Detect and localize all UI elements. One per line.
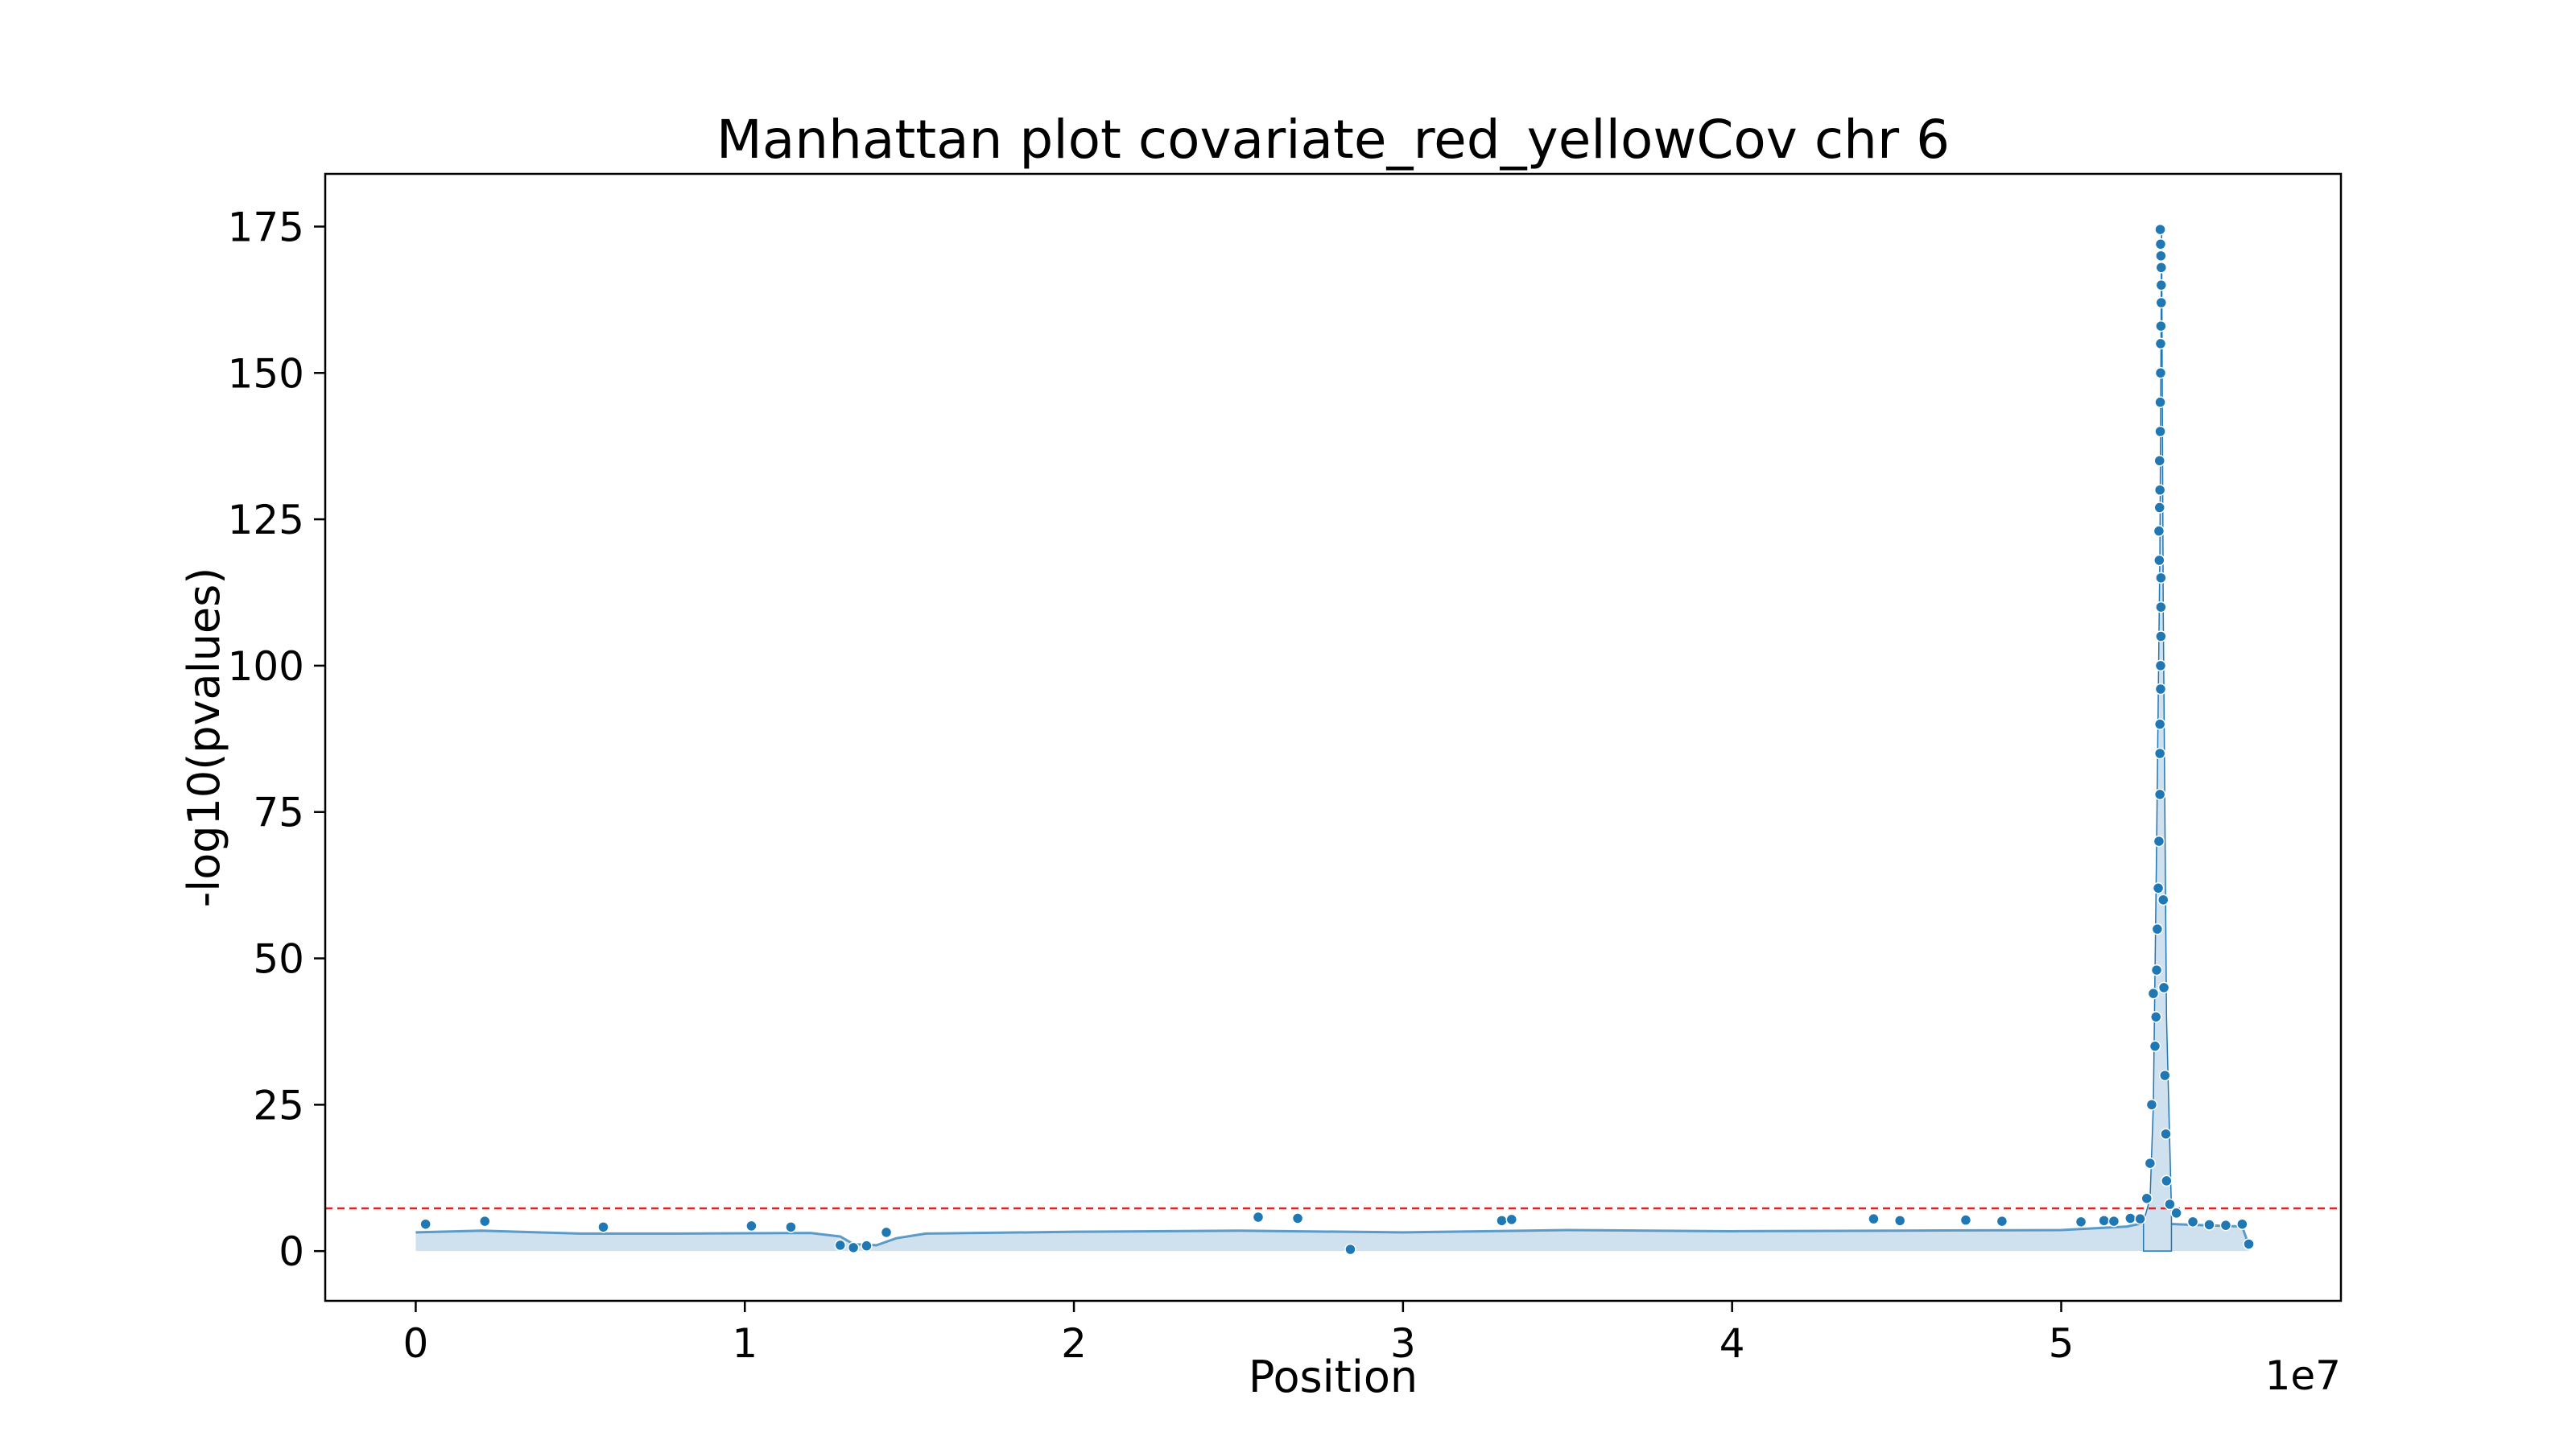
data-point: [1344, 1243, 1356, 1256]
y-tick-label: 0: [279, 1228, 304, 1275]
data-point: [2153, 718, 2166, 730]
x-tick-label: 2: [1061, 1320, 1087, 1367]
data-point: [2098, 1215, 2110, 1227]
data-point: [2219, 1219, 2232, 1232]
data-point: [2154, 659, 2167, 672]
data-point: [2153, 554, 2165, 567]
data-point: [2236, 1218, 2248, 1230]
data-point: [2155, 250, 2167, 262]
data-point: [2151, 923, 2164, 935]
y-tick-label: 125: [228, 497, 304, 543]
data-point: [2154, 425, 2166, 438]
series-0-points: [419, 223, 2255, 1256]
data-point: [2149, 1040, 2161, 1052]
data-point: [419, 1218, 431, 1230]
data-point: [2140, 1192, 2153, 1204]
data-point: [2243, 1238, 2255, 1250]
y-tick-label: 75: [253, 790, 304, 836]
data-point: [2153, 484, 2166, 496]
y-tick-label: 100: [228, 643, 304, 690]
data-point: [1868, 1212, 1880, 1225]
chart-title: Manhattan plot covariate_red_yellowCov c…: [716, 109, 1950, 171]
data-point: [2157, 981, 2170, 994]
data-point: [2147, 987, 2160, 1000]
data-point: [2107, 1215, 2120, 1228]
data-point: [2124, 1212, 2136, 1224]
x-axis-label: Position: [1249, 1352, 1418, 1402]
data-point: [2153, 455, 2165, 467]
data-point: [2154, 683, 2167, 696]
data-point: [2074, 1216, 2087, 1228]
data-point: [2145, 1099, 2158, 1111]
data-point: [1996, 1215, 2008, 1228]
data-point: [2155, 630, 2167, 642]
data-point: [2155, 601, 2167, 613]
data-point: [1893, 1215, 1906, 1227]
data-point: [2154, 396, 2166, 408]
x-tick-label: 3: [1390, 1320, 1416, 1367]
plot-clipped-group: [415, 226, 2250, 1252]
data-point: [2154, 337, 2167, 350]
data-point: [2153, 747, 2166, 760]
data-point: [2164, 1198, 2176, 1211]
data-point: [2149, 1011, 2162, 1023]
x-axis-offset-label: 1e7: [2265, 1352, 2341, 1399]
data-point: [2134, 1212, 2146, 1225]
data-point: [2155, 572, 2167, 584]
data-point: [1505, 1213, 1518, 1226]
data-point: [880, 1226, 893, 1239]
x-tick-label: 5: [2049, 1320, 2074, 1367]
data-point: [2157, 894, 2169, 906]
data-point: [2155, 262, 2168, 274]
y-tick-label: 175: [228, 204, 304, 250]
y-tick-label: 50: [253, 936, 304, 983]
y-tick-label: 25: [253, 1082, 304, 1129]
y-axis-label: -log10(pvalues): [179, 568, 229, 908]
data-point: [2153, 835, 2165, 848]
plot-layer: [325, 223, 2341, 1256]
data-point: [785, 1221, 797, 1233]
data-point: [861, 1240, 873, 1252]
data-point: [2159, 1069, 2171, 1082]
data-point: [597, 1221, 609, 1233]
data-point: [2155, 296, 2168, 309]
data-point: [2153, 788, 2166, 801]
data-point: [2150, 964, 2163, 976]
data-point: [2186, 1216, 2199, 1228]
signal-band-line: [415, 1221, 2250, 1247]
peak-area: [2142, 226, 2173, 1252]
data-point: [834, 1239, 847, 1252]
x-tick-label: 1: [732, 1320, 758, 1367]
data-point: [2160, 1128, 2172, 1140]
y-tick-label: 150: [228, 350, 304, 397]
x-tick-label: 0: [403, 1320, 429, 1367]
data-point: [2153, 502, 2165, 514]
data-point: [2154, 238, 2167, 250]
data-point: [2155, 320, 2167, 332]
data-point: [2154, 367, 2167, 379]
signal-band-area: [415, 1223, 2249, 1252]
data-point: [847, 1241, 860, 1254]
data-point: [2152, 882, 2165, 894]
data-point: [1959, 1214, 1972, 1226]
data-point: [2144, 1157, 2157, 1170]
data-point: [1252, 1211, 1265, 1224]
data-point: [479, 1215, 491, 1228]
data-point: [2203, 1219, 2215, 1231]
data-point: [2161, 1174, 2173, 1187]
plot-frame: [324, 172, 2343, 1302]
data-point: [2170, 1207, 2182, 1220]
data-point: [1496, 1215, 1508, 1227]
x-tick-label: 4: [1719, 1320, 1745, 1367]
data-point: [2153, 525, 2165, 537]
data-point: [1291, 1212, 1304, 1224]
data-point: [2155, 279, 2168, 291]
data-point: [745, 1220, 758, 1232]
data-point: [2154, 223, 2166, 236]
